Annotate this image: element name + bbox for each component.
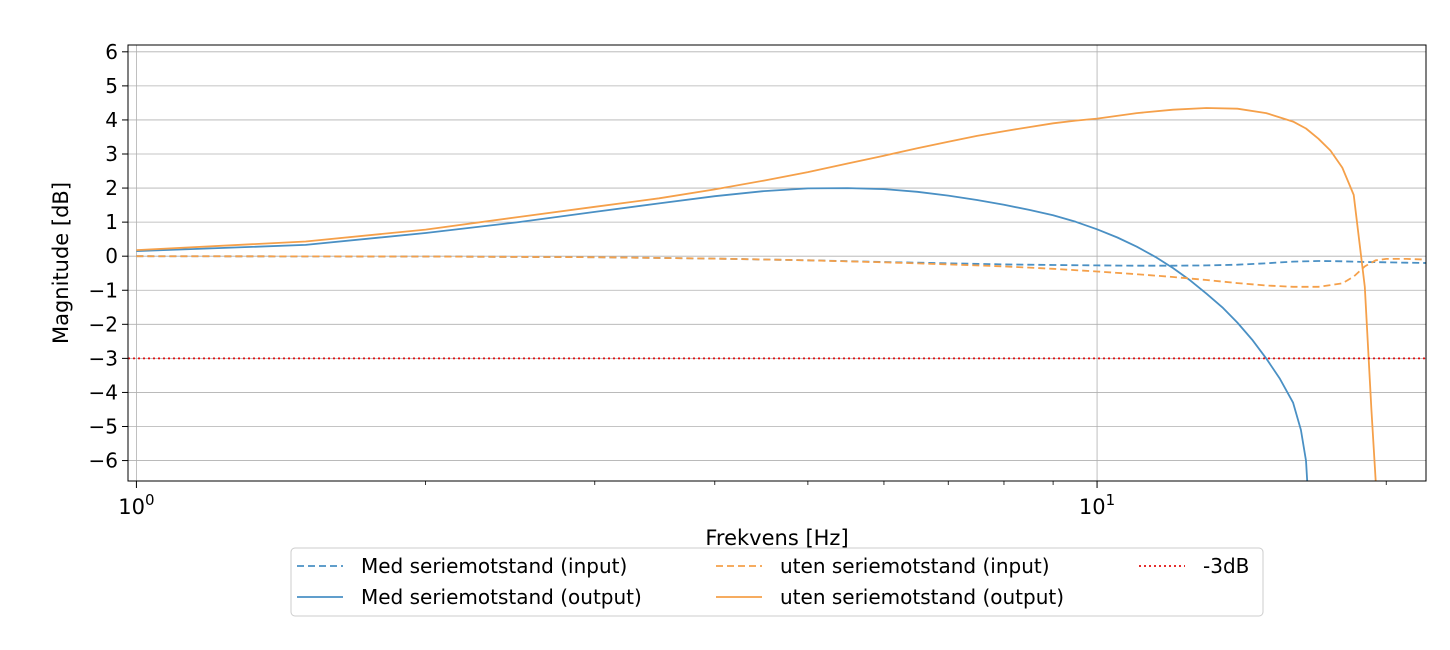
grid-lines — [128, 45, 1426, 481]
series-line — [136, 107, 1377, 482]
y-tick-label: −6 — [89, 449, 118, 473]
legend-label: uten seriemotstand (output) — [780, 585, 1064, 609]
y-tick-label: −4 — [89, 380, 118, 404]
legend-label: Med seriemotstand (output) — [361, 585, 642, 609]
y-tick-label: −2 — [89, 312, 118, 336]
series-line — [136, 255, 1427, 267]
x-tick-label: 101 — [1079, 491, 1115, 519]
data-lines — [128, 107, 1427, 482]
y-tick-label: 1 — [105, 210, 118, 234]
y-tick-label: 5 — [105, 74, 118, 98]
y-tick-label: 3 — [105, 142, 118, 166]
plot-frame — [127, 44, 1427, 482]
legend-box — [290, 547, 1264, 617]
y-tick-label: −1 — [89, 278, 118, 302]
series-line — [136, 255, 1427, 288]
x-axis-label: Frekvens [Hz] — [705, 526, 848, 550]
y-tick-label: 0 — [105, 244, 118, 268]
y-tick-label: 2 — [105, 176, 118, 200]
series-line — [136, 187, 1309, 482]
y-tick-label: −3 — [89, 346, 118, 370]
y-axis-label: Magnitude [dB] — [49, 182, 73, 344]
legend: Med seriemotstand (input) Med seriemotsta… — [290, 547, 1264, 617]
y-tick-label: 4 — [105, 108, 118, 132]
legend-label: -3dB — [1203, 554, 1249, 578]
x-tick-label: 100 — [118, 491, 154, 519]
y-axis: 6 5 4 3 2 1 0 −1 −2 −3 −4 −5 −6 — [89, 40, 128, 473]
legend-label: Med seriemotstand (input) — [361, 554, 627, 578]
x-axis: 100 101 — [118, 481, 1387, 519]
y-tick-label: 6 — [105, 40, 118, 64]
legend-label: uten seriemotstand (input) — [780, 554, 1050, 578]
y-tick-label: −5 — [89, 415, 118, 439]
